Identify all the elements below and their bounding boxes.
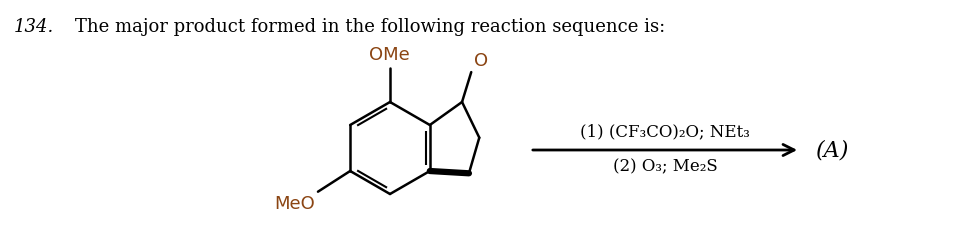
Text: O: O xyxy=(474,52,488,70)
Text: (1) (CF₃CO)₂O; NEt₃: (1) (CF₃CO)₂O; NEt₃ xyxy=(580,123,750,140)
Text: (A): (A) xyxy=(816,139,850,161)
Text: MeO: MeO xyxy=(274,195,315,213)
Text: The major product formed in the following reaction sequence is:: The major product formed in the followin… xyxy=(75,18,665,36)
Text: 134.: 134. xyxy=(14,18,54,36)
Text: (2) O₃; Me₂S: (2) O₃; Me₂S xyxy=(612,158,717,175)
Text: OMe: OMe xyxy=(368,46,410,64)
